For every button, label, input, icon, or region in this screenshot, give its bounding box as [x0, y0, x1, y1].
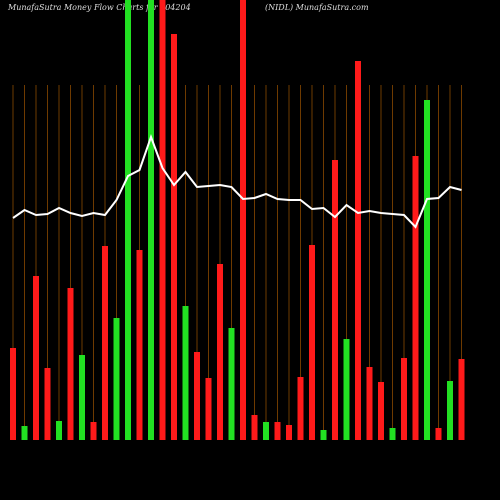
bar	[228, 328, 235, 440]
bar	[401, 358, 407, 440]
bar	[286, 425, 292, 440]
bar	[435, 428, 442, 440]
bar	[171, 34, 177, 440]
bar	[251, 415, 258, 440]
bar	[90, 422, 97, 440]
bar	[44, 368, 51, 440]
bar	[136, 250, 143, 440]
bar	[21, 426, 28, 440]
lines	[12, 134, 462, 229]
bar	[79, 355, 85, 440]
chart-subtitle: (NIDL) MunafaSutra.com	[265, 3, 369, 12]
bar	[332, 160, 338, 440]
bar	[67, 288, 74, 440]
bar	[389, 428, 396, 440]
bar	[297, 377, 304, 440]
bar	[320, 430, 327, 440]
bar	[33, 276, 39, 440]
bar	[125, 0, 131, 440]
chart-title: MunafaSutra Money Flow Charts for 504204	[7, 3, 191, 12]
bar	[274, 422, 281, 440]
bar	[447, 381, 453, 440]
bar	[194, 352, 200, 440]
price-line	[12, 134, 462, 229]
bar	[148, 0, 154, 440]
bar	[182, 306, 189, 440]
bar	[102, 246, 108, 440]
bar	[424, 100, 430, 440]
bar	[10, 348, 16, 440]
bar	[263, 422, 269, 440]
bar	[217, 264, 223, 440]
bar	[355, 61, 361, 440]
bar	[458, 359, 465, 440]
bar	[366, 367, 373, 440]
bar	[343, 339, 350, 440]
bar	[159, 0, 166, 440]
bars	[10, 0, 465, 440]
bar	[240, 0, 246, 440]
bar	[309, 245, 315, 440]
bar	[56, 421, 62, 440]
bar	[412, 156, 419, 440]
bar	[113, 318, 120, 440]
bar	[378, 382, 384, 440]
bar	[205, 378, 212, 440]
